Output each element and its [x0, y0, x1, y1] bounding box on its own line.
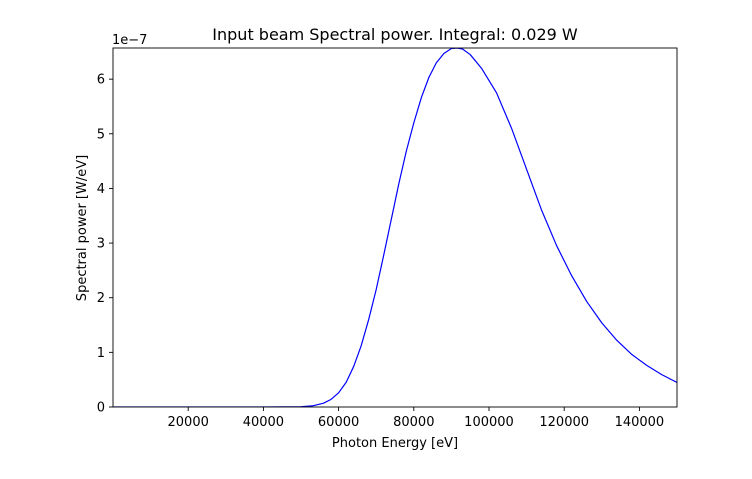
- y-tick-label: 6: [97, 73, 105, 88]
- x-tick-label: 60000: [318, 415, 359, 430]
- y-tick-label: 5: [97, 127, 105, 142]
- y-axis-label: Spectral power [W/eV]: [75, 155, 90, 301]
- x-tick-label: 140000: [615, 415, 665, 430]
- x-axis-label: Photon Energy [eV]: [332, 436, 458, 451]
- y-tick-label: 3: [97, 237, 105, 252]
- x-tick-label: 40000: [243, 415, 284, 430]
- y-tick-label: 2: [97, 291, 105, 306]
- y-tick-label: 0: [97, 401, 105, 416]
- x-tick-label: 80000: [393, 415, 434, 430]
- x-tick-label: 100000: [464, 415, 514, 430]
- y-axis-offset-label: 1e−7: [112, 33, 147, 48]
- y-tick-label: 1: [97, 346, 105, 361]
- chart-title: Input beam Spectral power. Integral: 0.0…: [212, 25, 578, 44]
- series-line-0: [113, 48, 677, 407]
- x-tick-label: 20000: [168, 415, 209, 430]
- axes-frame: [112, 47, 678, 408]
- x-tick-label: 120000: [539, 415, 589, 430]
- plot-area: 20000 40000 60000 80000 100000 120000 140000 0 1…: [97, 47, 678, 430]
- y-tick-label: 4: [97, 182, 105, 197]
